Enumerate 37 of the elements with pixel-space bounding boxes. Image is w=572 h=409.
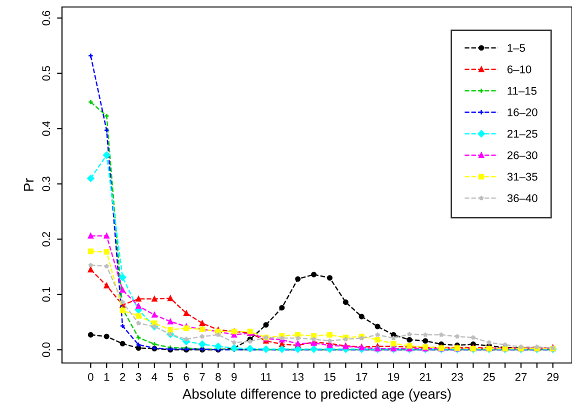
y-tick-label: 0.0: [42, 342, 50, 358]
legend-label: 36–40: [507, 194, 538, 202]
x-tick-label: 2: [120, 373, 126, 381]
x-tick-label: 15: [324, 373, 336, 381]
x-tick-label: 3: [136, 373, 142, 381]
x-tick-label: 9: [232, 373, 237, 381]
x-axis-title: Absolute difference to predicted age (years): [182, 388, 451, 402]
x-tick-label: 29: [547, 373, 559, 381]
x-tick-label: 6: [184, 373, 189, 381]
x-tick-label: 7: [200, 373, 205, 381]
legend-label: 26–30: [507, 151, 538, 160]
y-axis-title: Pr: [24, 178, 34, 191]
x-tick-label: 1: [104, 373, 110, 381]
legend-label: 16–20: [508, 108, 538, 116]
x-tick-label: 13: [292, 373, 304, 381]
x-tick-label: 17: [356, 373, 368, 381]
y-tick-label: 0.6: [42, 10, 50, 26]
x-tick-label: 19: [388, 373, 400, 381]
y-tick-label: 0.3: [42, 176, 50, 192]
x-tick-label: 8: [216, 373, 221, 381]
x-tick-label: 21: [420, 373, 432, 381]
x-tick-label: 5: [168, 373, 173, 381]
legend-label: 31–35: [507, 172, 538, 181]
x-tick-label: 11: [261, 373, 272, 381]
legend-label: 21–25: [507, 130, 538, 138]
legend-label: 1–5: [508, 44, 525, 52]
x-tick-label: 0: [88, 373, 94, 381]
y-tick-label: 0.5: [42, 66, 50, 81]
y-tick-label: 0.4: [42, 121, 50, 136]
y-tick-label: 0.2: [42, 232, 50, 246]
x-tick-label: 4: [152, 373, 158, 381]
y-tick-label: 0.1: [42, 287, 50, 302]
x-tick-label: 23: [452, 373, 463, 381]
legend-label: 6–10: [507, 65, 532, 74]
x-tick-label: 25: [484, 373, 495, 381]
legend-label: 11–15: [508, 87, 537, 95]
x-tick-label: 27: [515, 373, 527, 381]
